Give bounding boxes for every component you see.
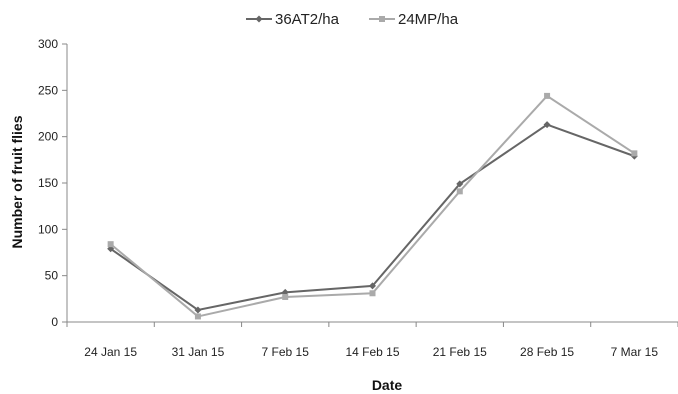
series-2 [107,92,638,320]
x-tick-label: 24 Jan 15 [84,345,137,359]
legend-marker [379,16,385,22]
data-point [194,306,202,314]
y-tick-label: 250 [38,83,58,97]
data-point [282,293,289,300]
y-axis-title: Number of fruit flies [9,115,25,248]
data-point [456,188,463,195]
series-layer [107,92,638,320]
legend-label: 36AT2/ha [275,11,340,28]
y-tick-label: 300 [38,37,58,51]
legend-label: 24MP/ha [398,11,459,28]
data-point [456,180,464,188]
data-point [631,150,638,157]
x-tick-label: 21 Feb 15 [433,345,487,359]
x-axis-title: Date [372,377,403,393]
y-tick-label: 0 [51,315,58,329]
legend-item: 24MP/ha [369,11,459,28]
data-point [369,282,376,290]
y-axis: 0 50 100 150 200 250 300 [38,37,68,329]
y-tick-label: 100 [38,222,58,236]
series-1 [107,121,638,314]
data-point [107,241,114,248]
x-tick-label: 7 Mar 15 [611,345,659,359]
y-tick-label: 50 [45,269,59,283]
x-tick-label: 31 Jan 15 [172,345,225,359]
x-tick-label: 28 Feb 15 [520,345,574,359]
data-point [194,313,201,320]
data-point [369,290,376,297]
x-tick-label: 7 Feb 15 [262,345,310,359]
legend: 36AT2/ha 24MP/ha [246,11,459,28]
data-point [543,121,551,129]
legend-item: 36AT2/ha [246,11,340,28]
y-tick-label: 150 [38,176,58,190]
x-tick-label: 14 Feb 15 [345,345,399,359]
x-axis: 24 Jan 15 31 Jan 15 7 Feb 15 14 Feb 15 21 Fe… [66,321,678,359]
y-tick-label: 200 [38,130,58,144]
series-line [110,123,635,312]
legend-marker [255,15,263,23]
data-point [544,92,551,99]
